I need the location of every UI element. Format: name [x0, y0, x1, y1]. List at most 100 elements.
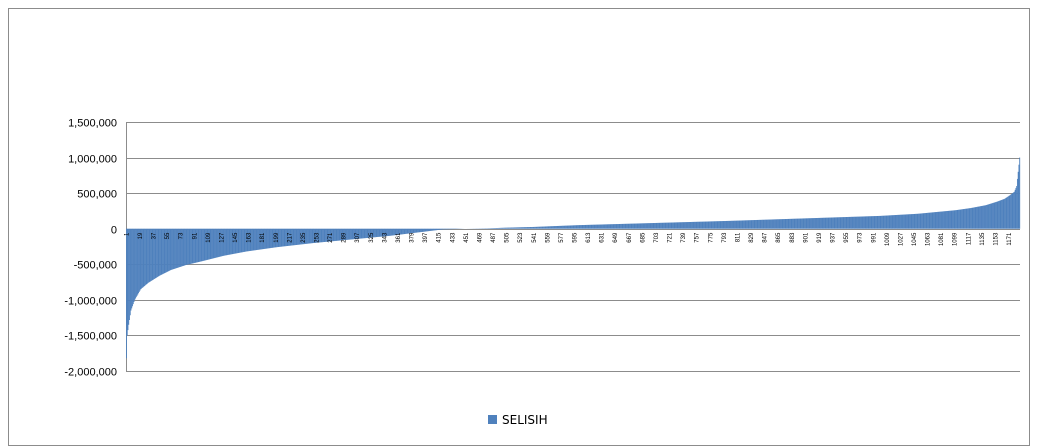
bar — [897, 214, 899, 229]
bar — [164, 228, 166, 274]
bar — [691, 221, 693, 229]
bar — [586, 224, 588, 229]
bar — [596, 224, 597, 229]
bar — [286, 228, 288, 247]
bar — [253, 228, 255, 251]
bar — [324, 228, 326, 242]
bar — [137, 228, 139, 295]
bar — [1016, 178, 1018, 229]
bar — [318, 228, 320, 243]
bar — [555, 226, 557, 229]
bar — [986, 205, 987, 229]
bar — [288, 228, 290, 246]
bar — [686, 222, 688, 229]
y-tick-label: 500,000 — [77, 189, 117, 201]
bar — [540, 226, 542, 229]
bar — [561, 225, 563, 229]
bar — [273, 228, 275, 248]
bar — [703, 221, 705, 229]
bar — [564, 225, 566, 229]
bar — [176, 228, 178, 268]
x-tick-label: 505 — [505, 232, 511, 243]
bar — [762, 219, 764, 229]
bar — [632, 223, 634, 229]
bar — [494, 228, 496, 229]
bar — [666, 222, 668, 229]
bar — [885, 215, 887, 229]
bar — [927, 212, 929, 229]
bar — [841, 217, 843, 229]
bar — [943, 211, 945, 229]
bar — [678, 222, 680, 229]
bar — [617, 224, 619, 229]
bar — [654, 223, 656, 229]
x-tick-label: 739 — [681, 232, 687, 243]
bar — [408, 228, 410, 234]
bar — [411, 228, 413, 234]
bar — [579, 225, 581, 229]
bar — [432, 228, 434, 231]
bar — [303, 228, 305, 245]
bar — [706, 221, 708, 229]
bar — [337, 228, 339, 241]
bar — [308, 228, 310, 244]
bar — [544, 226, 546, 229]
bar — [588, 224, 590, 229]
chart-container: 1,500,000 1,000,000 500,000 0 -500,000 -1,000… — [8, 8, 1030, 446]
bar — [217, 228, 219, 258]
bar — [685, 222, 686, 229]
bar — [674, 222, 676, 229]
bar — [493, 228, 495, 229]
bar — [760, 219, 762, 229]
bar — [562, 225, 564, 229]
bar — [433, 228, 434, 231]
bar — [435, 228, 437, 231]
bar — [270, 228, 271, 249]
bar — [931, 212, 933, 229]
bar — [783, 219, 785, 229]
bar — [820, 217, 822, 229]
bar — [611, 224, 613, 229]
bar — [997, 201, 999, 229]
bar — [910, 214, 912, 229]
bar — [313, 228, 315, 244]
bar — [658, 222, 660, 229]
bar — [875, 216, 877, 229]
bar — [241, 228, 243, 253]
bar — [605, 224, 606, 229]
bar — [909, 214, 911, 229]
bar — [174, 228, 176, 269]
bar — [992, 202, 994, 229]
bar — [644, 223, 646, 229]
bar — [231, 228, 233, 255]
bar — [240, 228, 242, 253]
bar — [966, 208, 968, 229]
bar — [847, 216, 849, 229]
bar — [872, 216, 874, 229]
bar — [242, 228, 244, 253]
bar — [438, 228, 440, 230]
bar — [921, 213, 923, 229]
bar — [687, 222, 689, 229]
bar — [988, 204, 990, 229]
bar — [749, 220, 751, 229]
bar — [692, 221, 694, 229]
bar — [614, 224, 616, 229]
x-tick-label: 397 — [423, 232, 429, 243]
y-tick-label: 1,500,000 — [68, 118, 117, 130]
bar — [577, 225, 579, 229]
bar — [829, 217, 831, 229]
bar — [317, 228, 319, 243]
x-tick-label: 1027 — [898, 232, 904, 246]
bar — [641, 223, 643, 229]
bar — [255, 228, 256, 251]
bar — [543, 226, 545, 229]
bar — [961, 209, 963, 229]
bar — [190, 228, 192, 264]
bar — [179, 228, 181, 267]
bar — [417, 228, 419, 233]
bar — [873, 216, 875, 229]
bar — [979, 206, 981, 229]
bar — [500, 227, 502, 229]
bar — [436, 228, 437, 231]
